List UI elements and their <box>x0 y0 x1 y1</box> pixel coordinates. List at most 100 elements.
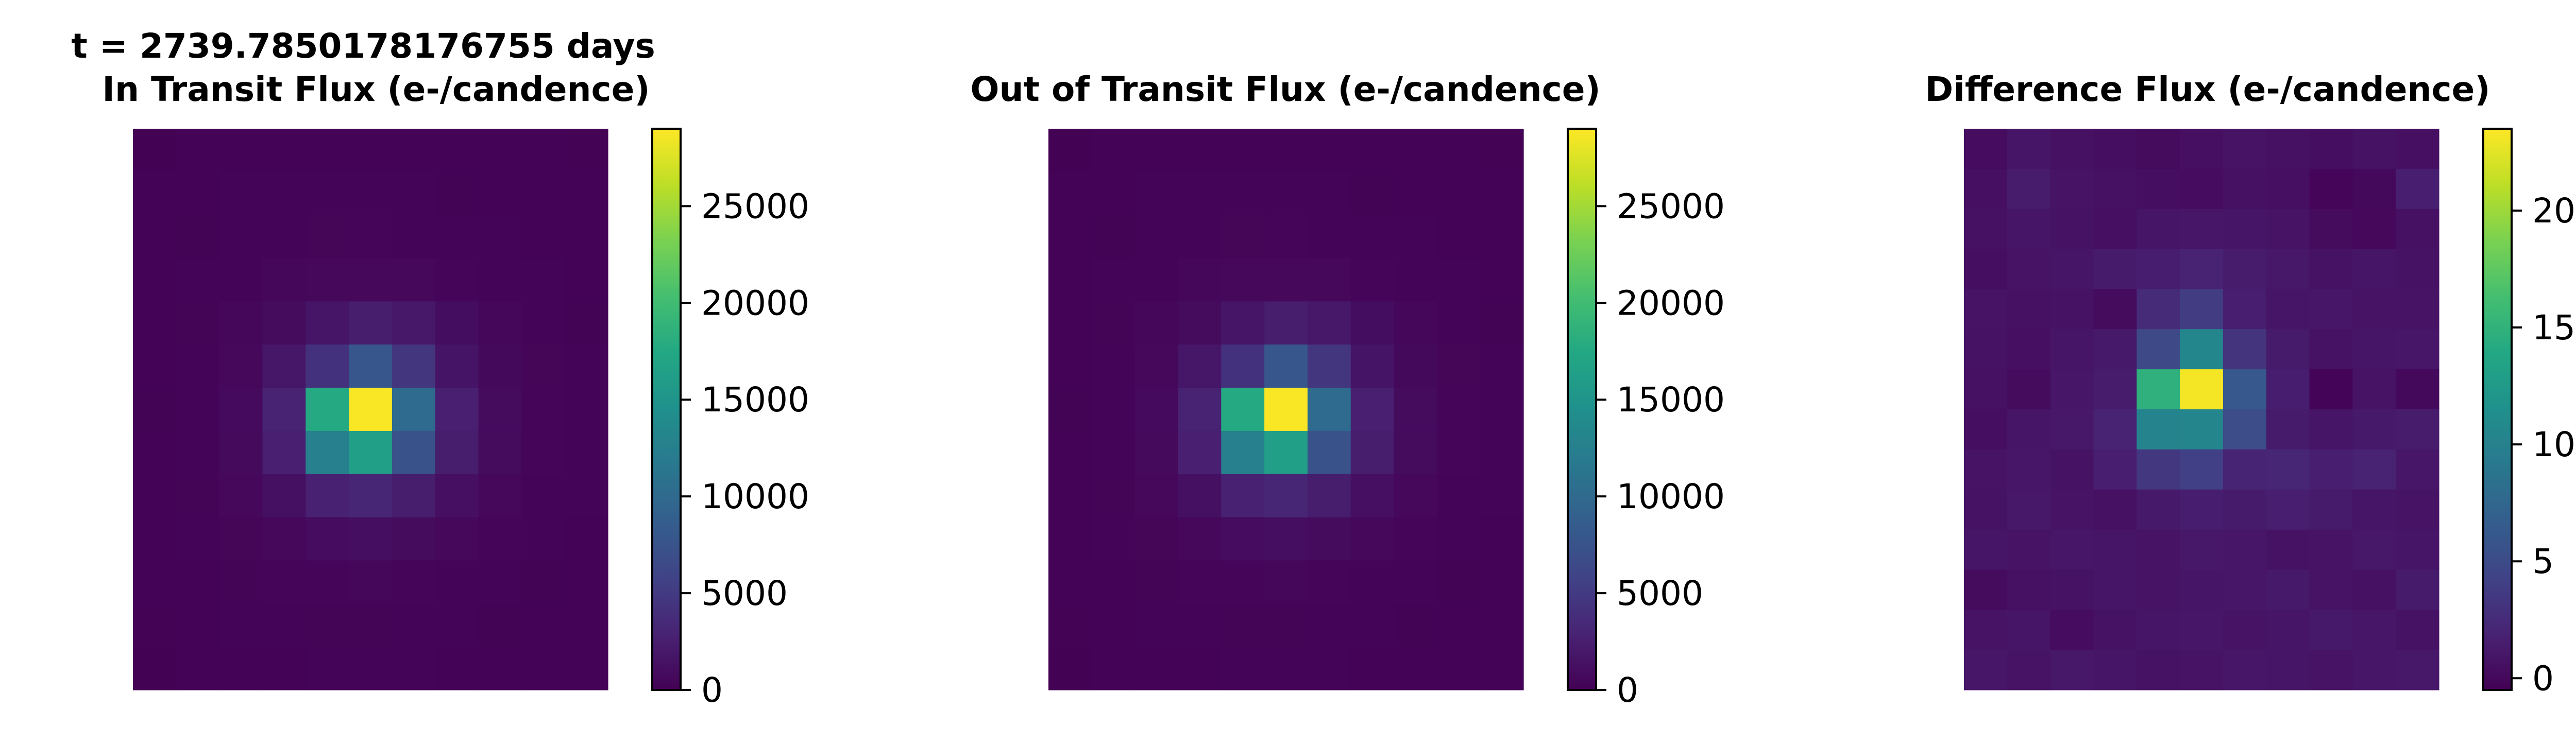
heatmap-cell <box>392 344 435 388</box>
heatmap-cell <box>2310 129 2353 169</box>
heatmap-cell <box>2093 329 2137 369</box>
heatmap-cell <box>1480 258 1523 302</box>
heatmap-cell <box>2137 449 2180 490</box>
heatmap-cell <box>521 474 565 517</box>
heatmap-cell <box>435 647 479 690</box>
heatmap-cell <box>479 647 522 690</box>
colorbar-tick-label: 15 <box>2532 308 2575 348</box>
heatmap-cell <box>521 172 565 215</box>
heatmap-cell <box>133 647 176 690</box>
heatmap-cell <box>1480 301 1523 344</box>
heatmap-cell <box>1048 474 1092 517</box>
heatmap-cell <box>1048 129 1092 172</box>
heatmap-cell <box>133 215 176 258</box>
heatmap-cell <box>306 560 349 603</box>
heatmap-cell <box>1308 344 1351 388</box>
heatmap-cell <box>2223 569 2266 610</box>
heatmap-cell <box>2007 369 2050 409</box>
heatmap-cell <box>1048 517 1092 561</box>
heatmap-cell <box>2050 449 2094 490</box>
colorbar-tick-label: 25000 <box>1617 186 1725 226</box>
heatmap-cell <box>435 129 479 172</box>
heatmap-cell <box>2310 610 2353 650</box>
heatmap-cell <box>1308 258 1351 302</box>
heatmap-cell <box>262 344 306 388</box>
heatmap-cell <box>1264 431 1308 474</box>
heatmap-cell <box>2050 329 2094 369</box>
heatmap-cell <box>2352 129 2396 169</box>
heatmap-cell <box>219 215 263 258</box>
heatmap-cell <box>479 258 522 302</box>
heatmap-cell <box>176 129 219 172</box>
heatmap-cell <box>1264 474 1308 517</box>
colorbar-gradient <box>2483 129 2512 690</box>
heatmap-cell <box>1092 172 1135 215</box>
heatmap-cell <box>2223 610 2266 650</box>
heatmap-cell <box>1437 301 1480 344</box>
heatmap-cell <box>2266 449 2310 490</box>
heatmap-cell <box>2223 169 2266 209</box>
heatmap-cell <box>2007 129 2050 169</box>
heatmap-cell <box>306 474 349 517</box>
heatmap-cell <box>479 560 522 603</box>
heatmap-cell <box>2007 610 2050 650</box>
heatmap-cell <box>176 603 219 647</box>
heatmap-cell <box>306 258 349 302</box>
heatmap-cell <box>2396 610 2439 650</box>
heatmap-cell <box>133 344 176 388</box>
heatmap-cell <box>2310 530 2353 570</box>
heatmap-cell <box>1308 517 1351 561</box>
heatmap-cell <box>306 344 349 388</box>
heatmap-cell <box>1048 258 1092 302</box>
heatmap-cell <box>1221 474 1264 517</box>
heatmap-cell <box>2396 129 2439 169</box>
heatmap-cell <box>176 474 219 517</box>
heatmap-cell <box>1351 431 1394 474</box>
heatmap-cell <box>176 172 219 215</box>
heatmap-cell <box>2310 369 2353 409</box>
heatmap-cell <box>2396 329 2439 369</box>
heatmap-cell <box>565 215 608 258</box>
colorbar-tick-label: 25000 <box>701 186 809 226</box>
heatmap-cell <box>2180 169 2223 209</box>
heatmap-cell <box>2396 289 2439 329</box>
heatmap-cell <box>392 474 435 517</box>
heatmap-cell <box>219 517 263 561</box>
heatmap-cell <box>1135 388 1178 431</box>
heatmap-cell <box>1135 517 1178 561</box>
heatmap-cell <box>2093 129 2137 169</box>
heatmap-cell <box>262 258 306 302</box>
heatmap-cell <box>392 129 435 172</box>
heatmap-cell <box>2352 169 2396 209</box>
heatmap-cell <box>2396 449 2439 490</box>
out-of-transit-colorbar: 0 5000 10000 15000 20000 25000 <box>1568 129 1725 710</box>
heatmap-cell <box>133 603 176 647</box>
panel-title: In Transit Flux (e-/candence) <box>102 70 650 109</box>
heatmap-cell <box>1964 249 2007 289</box>
heatmap-cell <box>521 215 565 258</box>
heatmap-cell <box>2266 530 2310 570</box>
heatmap-cell <box>1178 560 1221 603</box>
heatmap-cell <box>1092 388 1135 431</box>
heatmap-cell <box>262 431 306 474</box>
heatmap-cell <box>1351 258 1394 302</box>
heatmap-cell <box>2137 610 2180 650</box>
heatmap-cell <box>2137 650 2180 690</box>
heatmap-cell <box>2180 249 2223 289</box>
heatmap-cell <box>2310 249 2353 289</box>
heatmap-cell <box>1221 647 1264 690</box>
heatmap-cell <box>392 215 435 258</box>
heatmap-cell <box>306 129 349 172</box>
difference-colorbar: 0 5 10 15 20 <box>2483 129 2575 698</box>
heatmap-cell <box>2266 249 2310 289</box>
heatmap-cell <box>565 560 608 603</box>
heatmap-cell <box>2310 449 2353 490</box>
heatmap-cell <box>565 388 608 431</box>
heatmap-cell <box>1480 431 1523 474</box>
heatmap-cell <box>1394 129 1437 172</box>
heatmap-cell <box>1437 172 1480 215</box>
colorbar-tick-label: 10000 <box>701 477 809 516</box>
heatmap-cell <box>2352 490 2396 530</box>
heatmap-cell <box>133 474 176 517</box>
heatmap-cell <box>306 215 349 258</box>
